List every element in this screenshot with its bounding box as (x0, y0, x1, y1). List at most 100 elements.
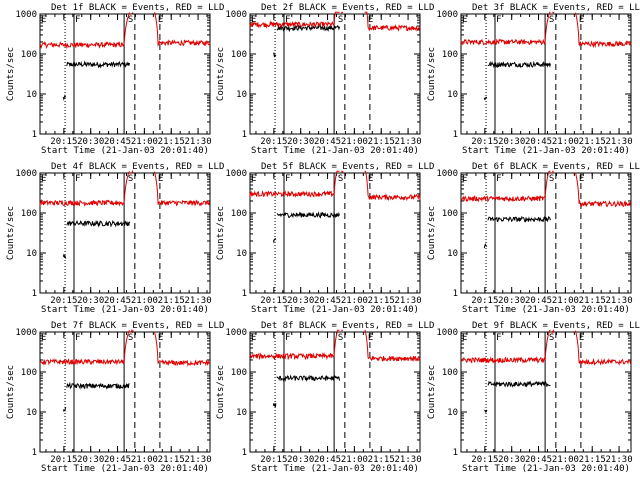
y-tick-label: 1 (32, 289, 37, 299)
marker-letter: F (285, 15, 290, 25)
marker-letter: F (496, 333, 501, 343)
x-tick-label: 21:15 (368, 137, 395, 147)
y-tick-label: 100 (442, 209, 458, 219)
x-tick-label: 20:45 (314, 137, 341, 147)
lld-series-line (364, 329, 421, 363)
y-tick-label: 1 (453, 130, 458, 140)
events-series-line (484, 409, 488, 413)
x-tick-label: 21:15 (158, 455, 185, 465)
panel-5: Det 5f BLACK = Events, RED = LLD 1 10 100 10… (216, 162, 434, 315)
lld-series-line (460, 170, 551, 203)
panel-title: Det 8f BLACK = Events, RED = LLD (261, 321, 434, 331)
x-axis-label: Start Time (21-Jan-03 20:01:40) (462, 464, 630, 474)
y-tick-label: 100 (442, 50, 458, 60)
marker-letter: F (496, 174, 501, 184)
lld-series-line (575, 172, 632, 208)
x-tick-label: 20:45 (104, 137, 131, 147)
marker-letter: E (251, 15, 256, 25)
lld-series-line (249, 11, 340, 29)
events-series-line (66, 219, 130, 228)
y-tick-label: 1000 (436, 169, 458, 179)
x-tick-label: 20:15 (260, 296, 287, 306)
marker-letter: F (285, 333, 290, 343)
y-tick-label: 1000 (436, 10, 458, 20)
y-tick-label: 100 (231, 50, 247, 60)
x-tick-label: 21:00 (341, 455, 368, 465)
y-axis-label: Counts/sec (216, 365, 226, 419)
y-tick-label: 1000 (15, 328, 37, 338)
marker-letter: S (549, 174, 554, 184)
events-series-line (483, 242, 488, 249)
x-tick-label: 21:15 (579, 296, 606, 306)
x-tick-label: 21:15 (579, 137, 606, 147)
y-tick-label: 1000 (225, 328, 247, 338)
lld-series-line (249, 170, 340, 198)
events-series-line (66, 381, 130, 390)
marker-letter: E (158, 15, 163, 25)
panel-3: Det 3f BLACK = Events, RED = LLD 1 10 100 10… (427, 3, 640, 156)
x-tick-label: 21:00 (131, 137, 158, 147)
panel-4: Det 4f BLACK = Events, RED = LLD 1 10 100 10… (6, 162, 224, 315)
x-tick-label: 21:30 (395, 137, 422, 147)
x-tick-label: 20:45 (525, 455, 552, 465)
panel-8: Det 8f BLACK = Events, RED = LLD 1 10 100 10… (216, 321, 434, 474)
x-tick-label: 20:30 (498, 296, 525, 306)
x-tick-label: 21:00 (131, 455, 158, 465)
panel-title: Det 6f BLACK = Events, RED = LLD (472, 162, 640, 172)
x-axis-label: Start Time (21-Jan-03 20:01:40) (251, 464, 419, 474)
plot-frame (249, 172, 421, 294)
events-series-line (62, 94, 66, 101)
marker-letter: F (75, 333, 80, 343)
x-tick-label: 20:30 (77, 296, 104, 306)
x-tick-label: 21:15 (158, 137, 185, 147)
x-tick-label: 20:30 (77, 455, 104, 465)
x-tick-label: 20:45 (104, 296, 131, 306)
events-series-line (487, 60, 551, 69)
lld-series-line (575, 12, 632, 49)
y-tick-label: 1000 (225, 10, 247, 20)
marker-letter: E (251, 174, 256, 184)
events-series-line (272, 52, 277, 58)
panel-title: Det 1f BLACK = Events, RED = LLD (51, 3, 224, 13)
x-tick-label: 20:30 (287, 296, 314, 306)
x-tick-label: 21:30 (395, 296, 422, 306)
events-series-line (276, 24, 340, 33)
panel-1: Det 1f BLACK = Events, RED = LLD 1 10 100 10… (6, 3, 224, 156)
x-tick-label: 20:30 (498, 455, 525, 465)
y-tick-label: 100 (21, 209, 37, 219)
y-tick-label: 1 (242, 130, 247, 140)
events-series-line (62, 253, 67, 259)
x-tick-label: 21:15 (579, 455, 606, 465)
marker-letter: E (158, 174, 163, 184)
y-tick-label: 10 (447, 90, 458, 100)
x-tick-label: 21:30 (185, 137, 212, 147)
events-series-line (62, 407, 67, 412)
x-tick-label: 20:45 (314, 296, 341, 306)
events-series-line (66, 60, 130, 69)
marker-letter: E (579, 174, 584, 184)
lld-series-line (130, 328, 134, 334)
y-tick-label: 100 (21, 368, 37, 378)
plot-frame (460, 331, 632, 453)
plot-frame (460, 172, 632, 294)
panel-title: Det 2f BLACK = Events, RED = LLD (261, 3, 434, 13)
marker-letter: S (338, 15, 343, 25)
y-tick-label: 10 (447, 249, 458, 259)
events-series-line (483, 96, 488, 101)
y-tick-label: 10 (26, 408, 37, 418)
x-tick-label: 20:45 (104, 455, 131, 465)
marker-letter: E (462, 174, 467, 184)
lld-series-line (575, 330, 632, 366)
x-tick-label: 20:45 (525, 296, 552, 306)
x-tick-label: 20:15 (471, 455, 498, 465)
panel-6: Det 6f BLACK = Events, RED = LLD 1 10 100 10… (427, 162, 640, 315)
lld-series-line (39, 171, 130, 207)
x-axis-label: Start Time (21-Jan-03 20:01:40) (462, 146, 630, 156)
x-tick-label: 20:30 (498, 137, 525, 147)
y-axis-label: Counts/sec (216, 206, 226, 260)
y-tick-label: 10 (236, 249, 247, 259)
y-tick-label: 1 (453, 448, 458, 458)
x-axis-label: Start Time (21-Jan-03 20:01:40) (251, 305, 419, 315)
panel-7: Det 7f BLACK = Events, RED = LLD 1 10 100 10… (6, 321, 224, 474)
panel-title: Det 3f BLACK = Events, RED = LLD (472, 3, 640, 13)
